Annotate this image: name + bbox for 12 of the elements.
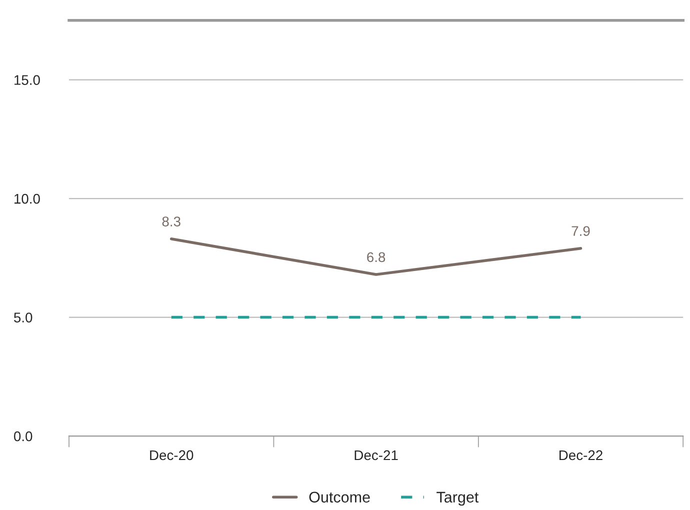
x-tick-label: Dec-20 [150, 450, 194, 460]
data-label: 8.3 [162, 216, 180, 226]
x-tick-label: Dec-21 [354, 450, 398, 460]
data-label: 6.8 [367, 252, 386, 262]
legend-label: Target [436, 492, 479, 506]
y-tick-label: 0.0 [14, 431, 32, 442]
x-tick-label: Dec-22 [560, 450, 602, 460]
y-tick-label: 5.0 [14, 312, 32, 322]
data-label: 7.9 [572, 226, 590, 236]
legend-label: Outcome [309, 492, 370, 503]
y-tick-label: 10.0 [14, 194, 40, 204]
y-tick-label: 15.0 [14, 75, 40, 85]
